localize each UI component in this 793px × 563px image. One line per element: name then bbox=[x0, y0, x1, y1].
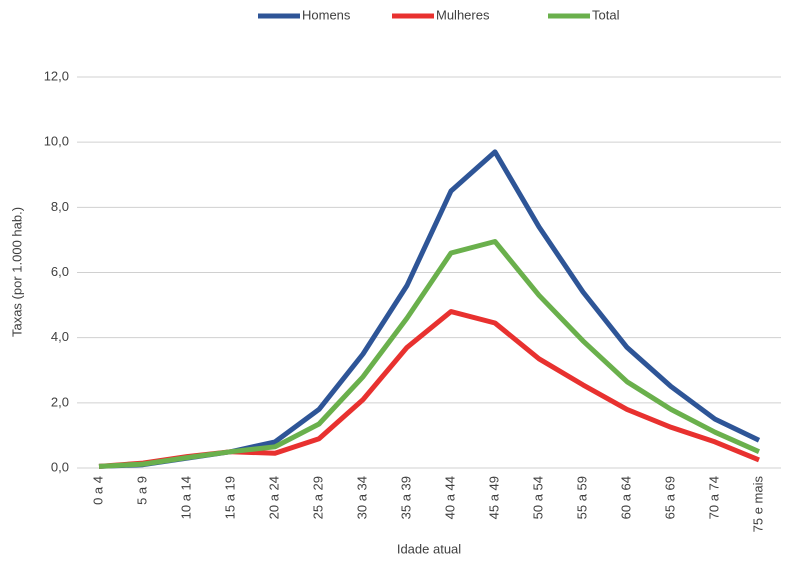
x-tick-label: 25 a 29 bbox=[310, 476, 325, 519]
y-tick-label: 10,0 bbox=[44, 134, 69, 149]
x-tick-label: 55 a 59 bbox=[574, 476, 589, 519]
y-tick-label: 8,0 bbox=[51, 199, 69, 214]
x-tick-label: 10 a 14 bbox=[178, 476, 193, 519]
x-tick-label: 70 a 74 bbox=[706, 476, 721, 519]
x-tick-label: 5 a 9 bbox=[134, 476, 149, 505]
x-tick-label: 60 a 64 bbox=[618, 476, 633, 519]
y-tick-label: 2,0 bbox=[51, 394, 69, 409]
legend-label: Homens bbox=[302, 7, 351, 22]
y-tick-label: 12,0 bbox=[44, 68, 69, 83]
x-tick-label: 0 a 4 bbox=[90, 476, 105, 505]
y-tick-label: 4,0 bbox=[51, 329, 69, 344]
x-tick-label: 30 a 34 bbox=[354, 476, 369, 519]
x-tick-label: 20 a 24 bbox=[266, 476, 281, 519]
y-tick-label: 0,0 bbox=[51, 459, 69, 474]
x-tick-label: 40 a 44 bbox=[442, 476, 457, 519]
x-tick-label: 75 e mais bbox=[750, 476, 765, 533]
x-tick-label: 15 a 19 bbox=[222, 476, 237, 519]
x-axis-title: Idade atual bbox=[397, 541, 461, 556]
line-series bbox=[98, 149, 761, 469]
x-tick-label: 35 a 39 bbox=[398, 476, 413, 519]
legend-label: Mulheres bbox=[436, 7, 490, 22]
x-tick-label: 65 a 69 bbox=[662, 476, 677, 519]
legend-label: Total bbox=[592, 7, 620, 22]
y-tick-label: 6,0 bbox=[51, 264, 69, 279]
x-tick-label: 45 a 49 bbox=[486, 476, 501, 519]
line-series bbox=[98, 239, 761, 469]
x-tick-label: 50 a 54 bbox=[530, 476, 545, 519]
line-series bbox=[98, 309, 760, 469]
y-axis-title: Taxas (por 1.000 hab.) bbox=[9, 207, 24, 337]
